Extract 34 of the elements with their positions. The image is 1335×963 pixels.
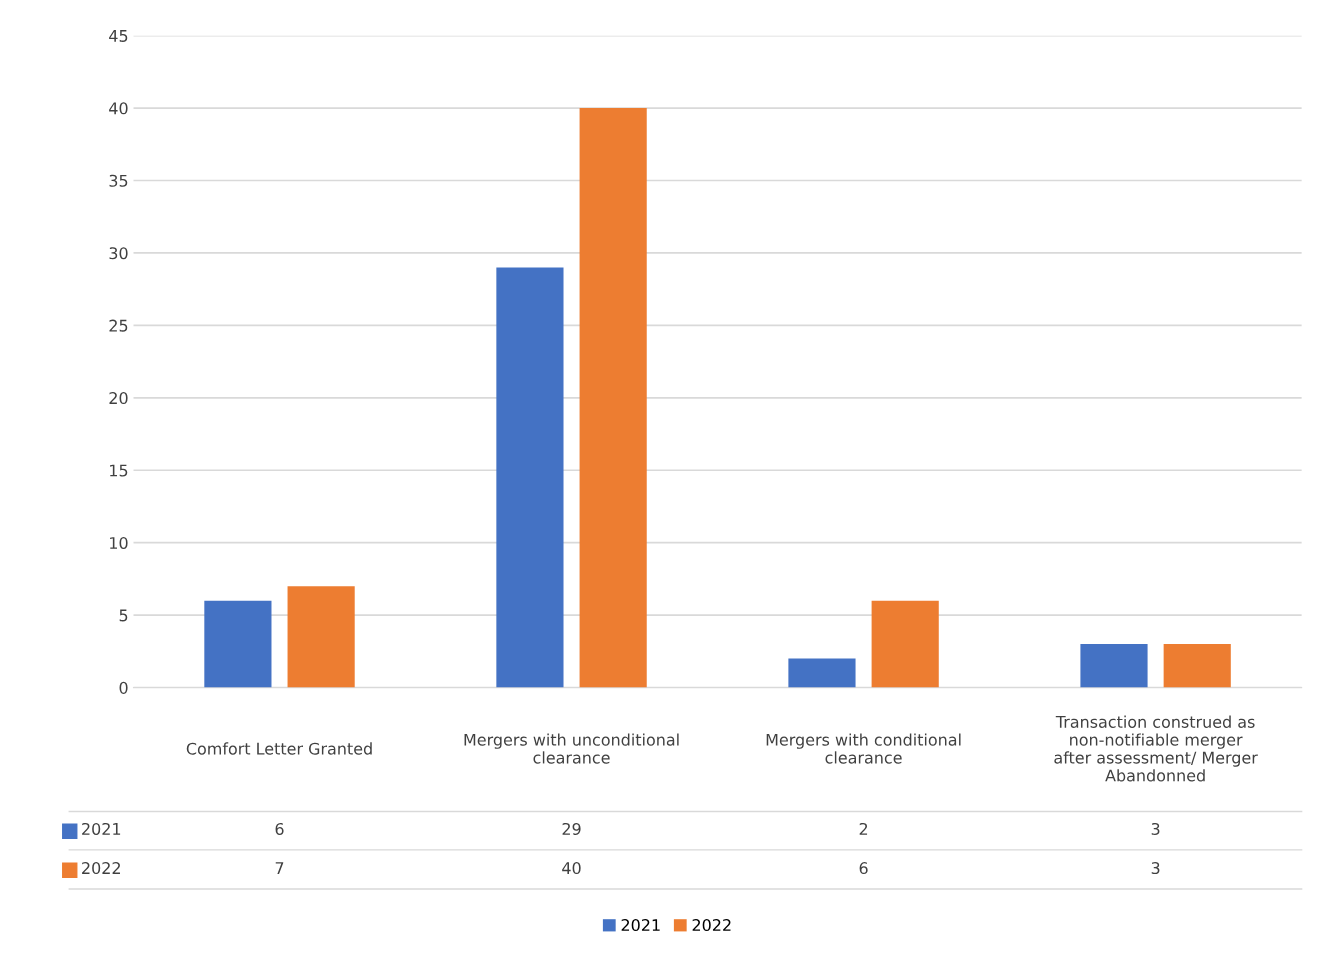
bar bbox=[579, 108, 647, 688]
y-tick-label: 5 bbox=[119, 609, 128, 622]
y-tick-label: 10 bbox=[110, 536, 128, 549]
y-tick-label: 0 bbox=[119, 681, 128, 694]
y-tick-label: 30 bbox=[109, 247, 128, 260]
bar bbox=[204, 600, 272, 688]
bar bbox=[788, 658, 856, 688]
text: 2022 bbox=[82, 862, 120, 875]
bar bbox=[496, 267, 564, 688]
x-tick-label: Mergers with unconditional clearance bbox=[464, 733, 679, 764]
y-tick-label: 40 bbox=[109, 102, 128, 115]
data-label: 3 bbox=[1151, 862, 1160, 875]
data-label: 7 bbox=[275, 862, 284, 874]
x-tick-label: Mergers with conditional clearance bbox=[766, 733, 961, 764]
y-tick-label: 25 bbox=[109, 319, 128, 332]
bar bbox=[1080, 644, 1148, 688]
legend-label: 2022 bbox=[692, 919, 731, 932]
data-label: 6 bbox=[275, 822, 284, 835]
y-tick-label: 45 bbox=[109, 30, 128, 42]
bar bbox=[287, 586, 355, 688]
data-label: 2 bbox=[859, 822, 868, 835]
text: 2021 bbox=[621, 919, 660, 932]
y-tick-label: 15 bbox=[110, 464, 128, 477]
bar bbox=[1163, 644, 1231, 688]
x-tick-label: Comfort Letter Granted bbox=[186, 742, 372, 755]
data-label: 3 bbox=[1151, 822, 1160, 835]
y-tick-label: 35 bbox=[109, 174, 128, 187]
data-label: 6 bbox=[859, 862, 868, 875]
y-tick-label: 20 bbox=[109, 392, 128, 405]
x-tick-label: Transaction construed as non-notifiable merger after assessment/ Merger Abandonned bbox=[1054, 715, 1258, 782]
legend-label: 2021 bbox=[82, 822, 121, 835]
bar bbox=[871, 600, 939, 688]
data-label: 40 bbox=[562, 862, 581, 875]
data-label: 29 bbox=[562, 822, 581, 835]
